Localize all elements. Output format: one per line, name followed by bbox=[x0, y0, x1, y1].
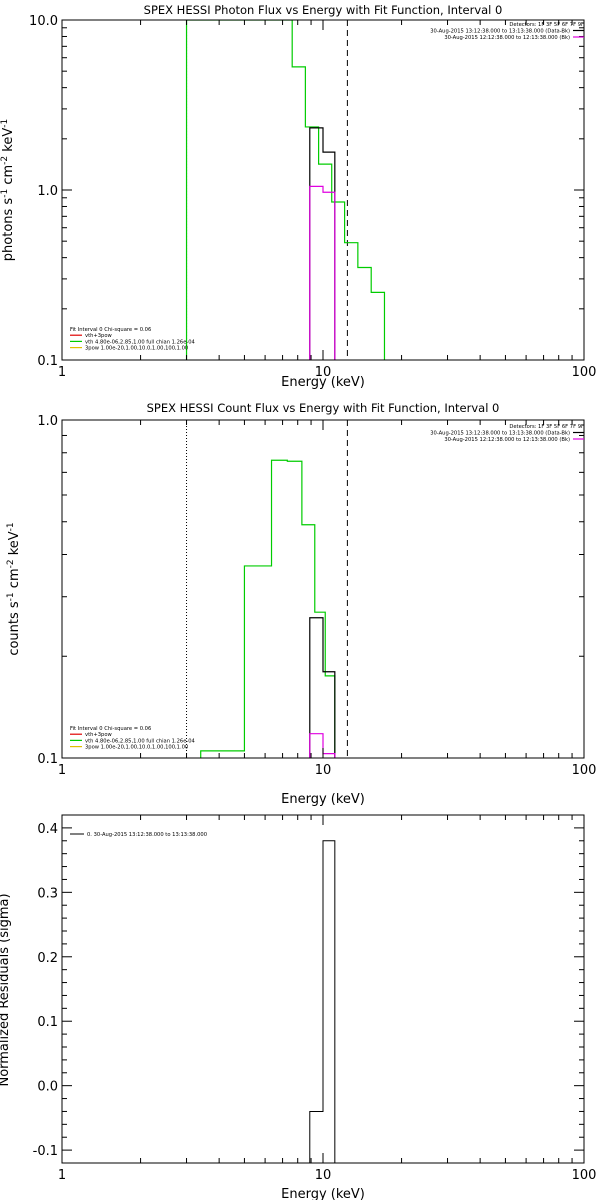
y-tick-label: 0.4 bbox=[37, 822, 58, 837]
photon-flux-ticks: 1 10 100 0.1 1.0 10.0 bbox=[29, 14, 596, 380]
series-step-line bbox=[309, 127, 336, 360]
residuals-ylabel: Normalized Residuals (sigma) bbox=[0, 893, 12, 1086]
count-flux-panel: SPEX HESSI Count Flux vs Energy with Fit… bbox=[6, 401, 596, 807]
y-tick-label: 0.0 bbox=[37, 1080, 58, 1095]
header-line: 30-Aug-2015 13:12:38.000 to 13:13:38.000… bbox=[430, 431, 570, 437]
count-flux-ticks: 1 10 100 0.1 1.0 bbox=[37, 414, 596, 778]
fit-info-line: vth+3pow bbox=[85, 732, 113, 738]
fit-info-line: 3pow 1.00e-20,1.00,10.0,1.00,100,1.00 bbox=[85, 346, 188, 352]
y-tick-label: 0.1 bbox=[37, 354, 58, 369]
count-flux-fit-info: Fit Interval 0 Chi-square = 0.06vth+3pow… bbox=[70, 726, 196, 751]
photon-flux-ylabel: photons s-1 cm-2 keV-1 bbox=[0, 119, 16, 261]
series-step-line bbox=[185, 20, 386, 360]
series-step-line bbox=[309, 840, 336, 1163]
header-line: 30-Aug-2015 12:12:38.000 to 12:13:38.000… bbox=[444, 35, 570, 41]
fit-info-line: vth 4.80e-06,2.85,1.00 full chian 1.26e-… bbox=[85, 738, 196, 744]
y-tick-label: 1.0 bbox=[37, 184, 58, 199]
photon-flux-xlabel: Energy (keV) bbox=[281, 375, 365, 390]
x-tick-label: 1 bbox=[58, 763, 66, 778]
header-line: Detectors: 1F 3F 5F 6F 7F 9F bbox=[509, 424, 584, 430]
count-flux-ylabel: counts s-1 cm-2 keV-1 bbox=[6, 522, 22, 655]
x-tick-label: 10 bbox=[315, 365, 332, 380]
y-tick-label: 10.0 bbox=[29, 14, 58, 29]
fit-info-line: vth+3pow bbox=[85, 333, 113, 339]
x-tick-label: 1 bbox=[58, 1168, 66, 1183]
count-flux-plot-frame bbox=[61, 419, 585, 759]
series-step-line bbox=[309, 733, 336, 758]
x-tick-label: 1 bbox=[58, 365, 66, 380]
count-flux-xlabel: Energy (keV) bbox=[281, 792, 365, 807]
photon-flux-header: Detectors: 1F 3F 5F 6F 7F 9F30-Aug-2015 … bbox=[430, 22, 584, 41]
count-flux-title: SPEX HESSI Count Flux vs Energy with Fit… bbox=[147, 401, 500, 415]
fit-info-line: 3pow 1.00e-20,1.00,10.0,1.00,100,1.00 bbox=[85, 745, 188, 751]
y-tick-label: -0.1 bbox=[33, 1144, 58, 1159]
x-tick-label: 100 bbox=[572, 763, 597, 778]
y-tick-label: 0.3 bbox=[37, 886, 58, 901]
series-step-line bbox=[309, 617, 336, 758]
photon-flux-title: SPEX HESSI Photon Flux vs Energy with Fi… bbox=[144, 3, 503, 17]
residuals-marks bbox=[309, 840, 336, 1163]
header-line: 30-Aug-2015 13:12:38.000 to 13:13:38.000… bbox=[430, 29, 570, 35]
residuals-ticks: 1 10 100 -0.1 0.0 0.1 0.2 0.3 0.4 bbox=[33, 814, 597, 1183]
residuals-legend-text: 0. 30-Aug-2015 13:12:38.000 to 13:13:38.… bbox=[87, 832, 207, 838]
fit-info-line: Fit Interval 0 Chi-square = 0.06 bbox=[70, 726, 151, 732]
header-line: Detectors: 1F 3F 5F 6F 7F 9F bbox=[509, 22, 584, 28]
fit-info-line: Fit Interval 0 Chi-square = 0.06 bbox=[70, 327, 151, 333]
count-flux-header: Detectors: 1F 3F 5F 6F 7F 9F30-Aug-2015 … bbox=[430, 424, 584, 443]
residuals-legend: 0. 30-Aug-2015 13:12:38.000 to 13:13:38.… bbox=[70, 832, 207, 838]
y-tick-label: 0.1 bbox=[37, 752, 58, 767]
x-tick-label: 10 bbox=[315, 1168, 332, 1183]
photon-flux-panel: SPEX HESSI Photon Flux vs Energy with Fi… bbox=[0, 3, 596, 390]
x-tick-label: 100 bbox=[572, 365, 597, 380]
header-line: 30-Aug-2015 12:12:38.000 to 12:13:38.000… bbox=[444, 437, 570, 443]
residuals-xlabel: Energy (keV) bbox=[281, 1187, 365, 1200]
fit-info-line: vth 4.80e-06,2.85,1.00 full chian 1.26e-… bbox=[85, 339, 196, 345]
photon-flux-marks bbox=[185, 20, 386, 360]
y-tick-label: 1.0 bbox=[37, 414, 58, 429]
series-step-line bbox=[309, 185, 336, 360]
y-tick-label: 0.1 bbox=[37, 1015, 58, 1030]
y-tick-label: 0.2 bbox=[37, 951, 58, 966]
series-step-line bbox=[200, 459, 336, 758]
x-tick-label: 10 bbox=[315, 763, 332, 778]
count-flux-marks bbox=[186, 420, 348, 758]
residuals-panel: 1 10 100 -0.1 0.0 0.1 0.2 0.3 0.4 0. 30-Aug-2015… bbox=[0, 814, 597, 1200]
photon-flux-fit-info: Fit Interval 0 Chi-square = 0.06vth+3pow… bbox=[70, 327, 196, 352]
x-tick-label: 100 bbox=[572, 1168, 597, 1183]
